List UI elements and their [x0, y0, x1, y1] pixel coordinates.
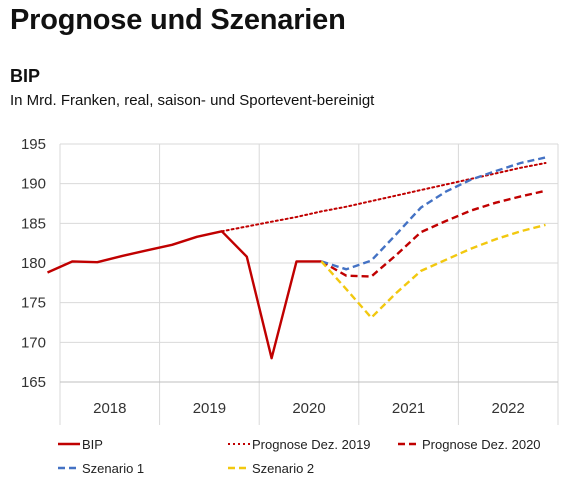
series-line-prognose-dez-2020	[320, 189, 546, 278]
legend-label: Prognose Dez. 2019	[252, 437, 371, 452]
y-tick-label: 170	[21, 334, 46, 351]
grid	[59, 143, 559, 425]
legend: BIP Prognose Dez. 2019 Prognose Dez. 2020 S…	[58, 437, 541, 476]
series-lines	[47, 156, 547, 360]
series-line-szenario-2	[320, 223, 546, 319]
x-tick-label: 2018	[93, 400, 126, 417]
y-tick-label: 165	[21, 374, 46, 391]
y-tick-label: 180	[21, 255, 46, 272]
y-tick-label: 190	[21, 176, 46, 193]
series-line-prognose-dez-2019	[220, 162, 547, 233]
legend-label: BIP	[82, 437, 103, 452]
chart-title: BIP	[10, 66, 41, 86]
x-tick-label: 2022	[492, 400, 525, 417]
y-tick-label: 195	[21, 136, 46, 153]
x-tick-label: 2020	[292, 400, 325, 417]
y-tick-label: 185	[21, 215, 46, 232]
legend-label: Prognose Dez. 2020	[422, 437, 541, 452]
x-tick-label: 2021	[392, 400, 425, 417]
series-line-bip	[47, 230, 322, 360]
y-tick-label: 175	[21, 295, 46, 312]
series-line-szenario-1	[321, 156, 546, 271]
legend-label: Szenario 2	[252, 461, 314, 476]
axes: 165 170 175 180 185 190 195 2018 2019 2020 2021 202…	[21, 136, 558, 417]
page-title: Prognose und Szenarien	[10, 4, 346, 36]
chart-subtitle: In Mrd. Franken, real, saison- und Sport…	[10, 92, 375, 109]
x-tick-label: 2019	[193, 400, 226, 417]
legend-label: Szenario 1	[82, 461, 144, 476]
